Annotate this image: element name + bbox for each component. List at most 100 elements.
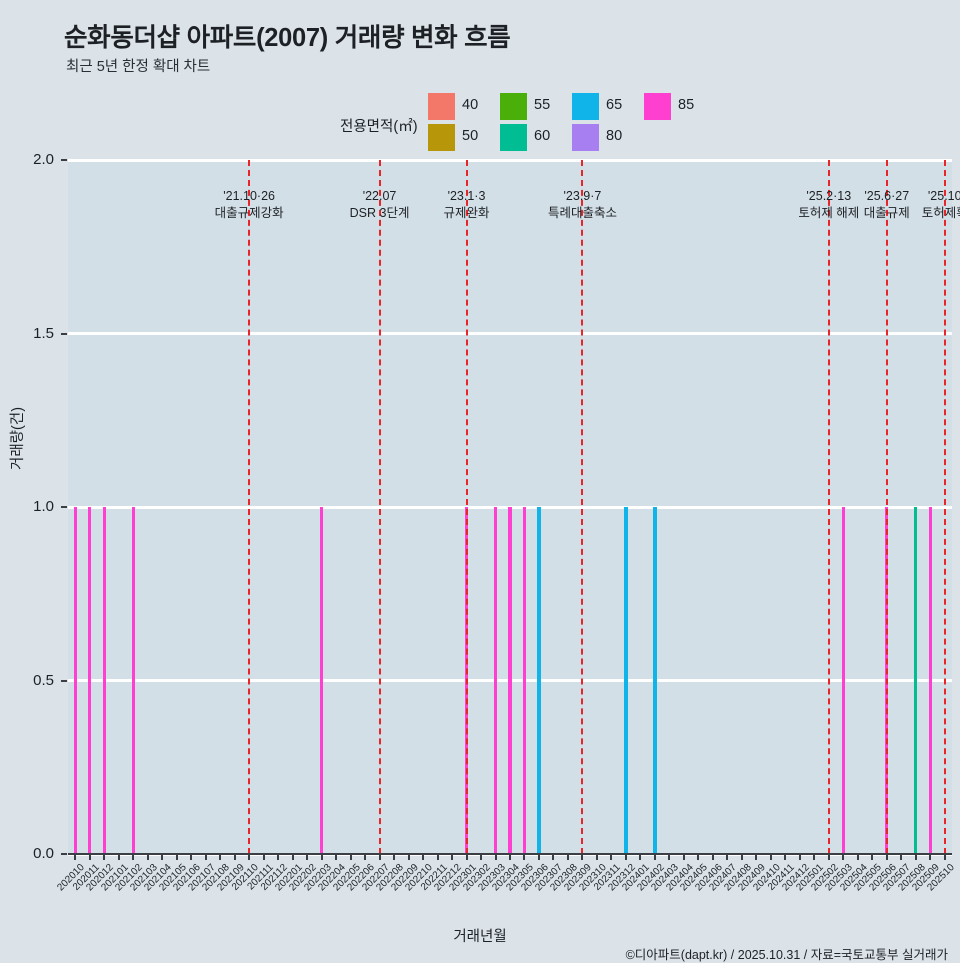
event-name: 토허제 해제 xyxy=(798,206,860,220)
legend-item-label: 40 xyxy=(462,97,479,113)
x-tick-mark xyxy=(436,855,439,860)
bar[interactable] xyxy=(493,507,498,854)
footer-credit: ©디아파트(dapt.kr) / 2025.10.31 / 자료=국토교통부 실… xyxy=(625,948,948,962)
bar[interactable] xyxy=(914,507,918,854)
x-tick-mark xyxy=(740,855,743,860)
y-tick-mark xyxy=(61,679,67,682)
event-marker-line xyxy=(885,160,888,854)
x-tick-mark xyxy=(465,855,468,860)
x-tick-mark xyxy=(566,855,569,860)
bar[interactable] xyxy=(653,507,657,854)
event-name: DSR 3단계 xyxy=(349,206,410,220)
legend-item-label: 85 xyxy=(678,97,695,113)
x-tick-mark xyxy=(552,855,555,860)
bar[interactable] xyxy=(73,507,77,854)
x-tick-mark xyxy=(856,855,859,860)
y-axis-title: 거래량(건) xyxy=(10,406,26,470)
legend-item-label: 65 xyxy=(606,97,623,113)
x-tick-mark xyxy=(929,855,932,860)
event-name: 규제완화 xyxy=(443,206,490,220)
x-tick-mark xyxy=(175,855,178,860)
event-marker-label: '21.10·26 대출규제강화 xyxy=(189,188,309,222)
event-marker-line xyxy=(943,160,946,854)
x-tick-mark xyxy=(335,855,338,860)
bar[interactable] xyxy=(88,507,92,854)
y-tick-mark xyxy=(61,506,67,508)
x-tick-mark xyxy=(74,855,77,860)
x-tick-mark xyxy=(943,855,946,860)
x-tick-mark xyxy=(769,855,772,860)
x-axis-line xyxy=(68,853,952,855)
bar[interactable] xyxy=(131,507,135,854)
y-tick-label: 1.0 xyxy=(33,498,54,515)
x-tick-mark xyxy=(813,855,816,860)
legend: 전용면적(㎡) 40 50 55 60 65 80 85 xyxy=(340,93,740,155)
legend-item-label: 80 xyxy=(606,128,623,144)
x-tick-mark xyxy=(219,855,222,860)
x-tick-mark xyxy=(393,855,396,860)
x-tick-mark xyxy=(349,855,352,860)
bar[interactable] xyxy=(522,507,527,854)
x-tick-mark xyxy=(668,855,671,860)
bar[interactable] xyxy=(537,507,541,854)
x-tick-mark xyxy=(190,855,193,860)
legend-item-label: 60 xyxy=(534,128,551,144)
y-tick-label: 2.0 xyxy=(33,151,54,168)
x-tick-mark xyxy=(509,855,511,860)
event-marker-line xyxy=(378,160,381,854)
event-marker-line xyxy=(581,160,584,854)
legend-swatch-icon xyxy=(572,93,599,120)
x-tick-mark xyxy=(262,855,265,860)
legend-title: 전용면적(㎡) xyxy=(340,119,418,135)
event-marker-line xyxy=(465,160,468,854)
x-tick-mark xyxy=(451,855,454,860)
event-date: '25.6·27 xyxy=(864,189,910,203)
legend-swatch-icon xyxy=(572,124,599,151)
event-date: '23.9·7 xyxy=(563,189,602,203)
bar[interactable] xyxy=(508,507,512,854)
x-tick-mark xyxy=(291,855,294,860)
bar[interactable] xyxy=(320,507,324,854)
chart-subtitle: 최근 5년 한정 확대 차트 xyxy=(66,59,211,75)
gridline xyxy=(68,158,952,162)
gridline xyxy=(68,332,952,335)
event-date: '25.10 xyxy=(927,189,960,203)
event-marker-label: '23.1·3 규제완화 xyxy=(407,188,527,222)
bar[interactable] xyxy=(841,507,845,854)
x-tick-mark xyxy=(595,855,598,860)
event-name: 특례대출축소 xyxy=(547,206,617,220)
x-tick-mark xyxy=(697,855,700,860)
legend-swatch-icon xyxy=(644,93,671,120)
x-tick-mark xyxy=(103,855,106,860)
x-tick-mark xyxy=(726,855,729,860)
event-name: 토허제확 xyxy=(921,206,960,220)
x-tick-mark xyxy=(682,855,685,860)
x-tick-mark xyxy=(610,855,613,860)
event-date: '23.1·3 xyxy=(447,189,486,203)
y-tick-label: 0.0 xyxy=(33,845,54,862)
x-tick-mark xyxy=(537,855,540,860)
event-marker-label: '23.9·7 특례대출축소 xyxy=(522,188,642,222)
event-name: 대출규제강화 xyxy=(214,206,284,220)
x-tick-mark xyxy=(798,855,801,860)
x-tick-mark xyxy=(378,855,381,860)
x-tick-mark xyxy=(88,855,91,860)
event-date: '21.10·26 xyxy=(223,189,275,203)
x-tick-mark xyxy=(146,855,149,860)
event-date: '22.07 xyxy=(362,189,397,203)
y-tick-mark xyxy=(61,332,67,335)
event-marker-label: '22.07 DSR 3단계 xyxy=(320,188,440,222)
plot-area xyxy=(68,158,952,856)
bar[interactable] xyxy=(102,507,106,854)
x-tick-mark xyxy=(871,855,874,860)
event-marker-line xyxy=(248,160,251,854)
bar[interactable] xyxy=(624,507,628,854)
legend-swatch-icon xyxy=(500,124,527,151)
x-tick-mark xyxy=(233,855,236,860)
legend-swatch-icon xyxy=(500,93,527,120)
legend-item-label: 55 xyxy=(534,97,551,113)
bar[interactable] xyxy=(928,507,932,854)
x-tick-mark xyxy=(653,855,656,860)
x-tick-mark xyxy=(204,855,207,860)
event-date: '25.2·13 xyxy=(806,189,852,203)
